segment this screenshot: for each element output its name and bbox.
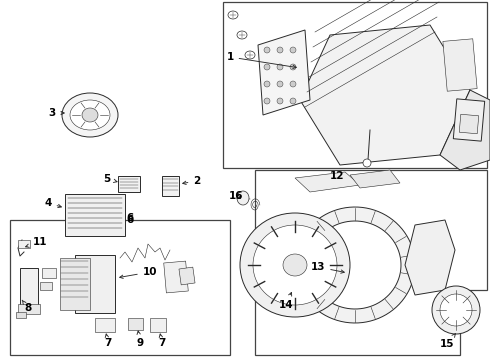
Ellipse shape [245,51,255,59]
Bar [162,176,179,196]
Polygon shape [255,170,487,355]
Bar [42,268,56,278]
Polygon shape [300,25,470,165]
Ellipse shape [237,31,247,39]
Text: 3: 3 [49,108,64,118]
Bar [179,267,195,285]
Text: 13: 13 [311,262,344,273]
Ellipse shape [290,98,296,104]
Text: 7: 7 [104,334,112,348]
Text: 1: 1 [226,52,296,68]
Ellipse shape [277,64,283,70]
Bar [164,261,188,293]
Ellipse shape [290,81,296,87]
Text: 5: 5 [103,174,117,184]
Ellipse shape [290,64,296,70]
Polygon shape [405,220,455,295]
Text: 16: 16 [229,191,243,201]
Text: 10: 10 [120,267,157,278]
Text: 8: 8 [22,300,32,313]
Ellipse shape [290,47,296,53]
Polygon shape [440,90,490,170]
Bar [18,304,40,314]
Ellipse shape [70,100,110,130]
Ellipse shape [264,47,270,53]
Bar [18,240,30,248]
Bar [95,318,115,332]
Bar [16,312,26,318]
Bar [118,176,140,192]
Bar [459,114,479,134]
Bar [20,268,38,310]
Ellipse shape [283,254,307,276]
Text: 15: 15 [440,334,455,349]
Text: 2: 2 [183,176,200,186]
Polygon shape [258,30,310,115]
Ellipse shape [62,93,118,137]
Ellipse shape [264,81,270,87]
Ellipse shape [277,98,283,104]
Ellipse shape [228,11,238,19]
Bar [75,255,115,313]
Polygon shape [350,170,400,188]
Text: 12: 12 [330,171,344,181]
Text: 11: 11 [25,237,47,247]
Bar [128,318,143,330]
Ellipse shape [432,286,480,334]
Ellipse shape [440,294,472,326]
Bar [60,258,90,310]
Ellipse shape [277,47,283,53]
Bar [40,282,52,290]
Text: 14: 14 [279,292,294,310]
Ellipse shape [253,225,337,305]
Bar [453,99,485,141]
Text: 6: 6 [126,213,134,223]
Text: 7: 7 [158,334,166,348]
Text: 4: 4 [44,198,61,208]
Ellipse shape [264,98,270,104]
Bar [223,2,487,168]
Polygon shape [298,207,415,323]
Text: 9: 9 [136,331,144,348]
Bar [65,194,125,236]
Ellipse shape [277,81,283,87]
Bar [10,220,230,355]
Ellipse shape [240,213,350,317]
Ellipse shape [363,159,371,167]
Ellipse shape [82,108,98,122]
Polygon shape [295,172,360,192]
Bar [443,39,477,91]
Ellipse shape [264,64,270,70]
Text: 6: 6 [126,215,134,225]
Ellipse shape [237,191,249,205]
Bar [150,318,166,332]
